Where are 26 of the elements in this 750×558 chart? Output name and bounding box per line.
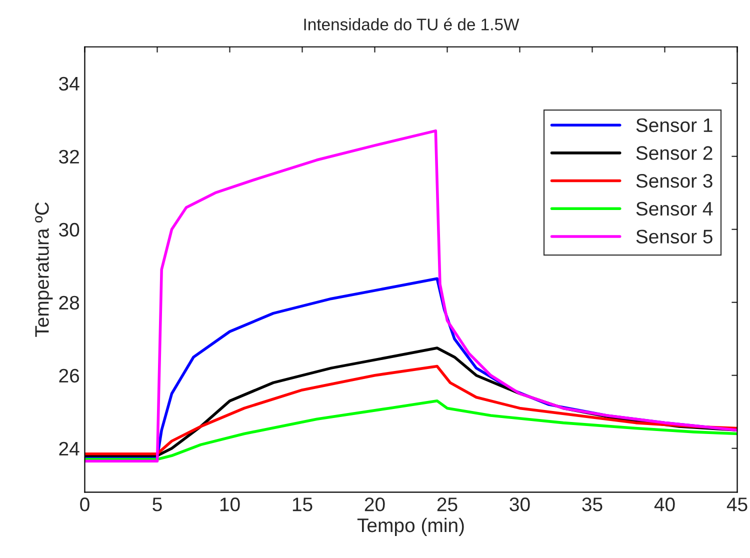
- x-tick-label: 25: [437, 498, 458, 512]
- x-tick-label: 20: [364, 498, 385, 512]
- legend-label: Sensor 5: [636, 230, 712, 244]
- x-tick-label: 5: [152, 498, 162, 512]
- x-tick-label: 35: [582, 498, 602, 512]
- x-tick-label: 45: [726, 498, 748, 512]
- x-tick-label: 40: [654, 498, 675, 512]
- x-tick-label: 30: [510, 498, 530, 512]
- legend-label: Sensor 1: [636, 118, 712, 132]
- x-tick-label: 15: [292, 498, 312, 512]
- x-axis-title: Tempo (min): [357, 518, 464, 536]
- y-tick-label: 26: [59, 368, 80, 383]
- chart-title: Intensidade do TU é de 1.5W: [304, 18, 520, 30]
- y-tick-label: 30: [59, 222, 80, 237]
- y-axis-title: Temperatura ºC: [35, 202, 53, 337]
- x-tick-label: 0: [80, 498, 90, 512]
- line-series: [84, 400, 738, 461]
- x-tick-label: 10: [220, 498, 240, 512]
- y-tick-label: 32: [59, 150, 79, 164]
- y-tick-label: 24: [59, 442, 80, 456]
- y-tick-label: 34: [59, 76, 80, 91]
- legend-label: Sensor 2: [636, 146, 712, 160]
- legend-label: Sensor 3: [636, 174, 712, 188]
- line-series: [84, 364, 738, 456]
- y-tick-label: 28: [59, 296, 80, 310]
- legend-label: Sensor 4: [636, 202, 713, 216]
